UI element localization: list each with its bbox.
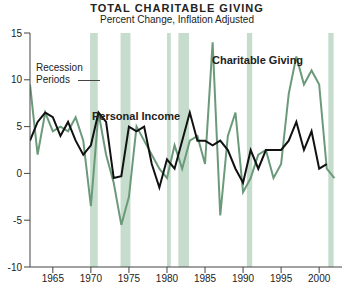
html-text:Charitable Giving: Charitable Giving xyxy=(212,54,304,66)
html-text:Recession Periods: Recession Periods xyxy=(36,62,83,85)
svg-text:0: 0 xyxy=(16,168,22,179)
html-text:TOTAL CHARITABLE GIVING: TOTAL CHARITABLE GIVING xyxy=(90,2,264,14)
svg-text:1965: 1965 xyxy=(42,273,65,284)
html-text:Personal Income: Personal Income xyxy=(92,110,180,122)
svg-text:5: 5 xyxy=(16,121,22,132)
svg-text:-5: -5 xyxy=(13,215,22,226)
svg-text:1980: 1980 xyxy=(156,273,179,284)
svg-text:1995: 1995 xyxy=(270,273,293,284)
svg-text:2000: 2000 xyxy=(308,273,331,284)
svg-text:15: 15 xyxy=(11,28,23,39)
svg-text:1985: 1985 xyxy=(194,273,217,284)
svg-text:10: 10 xyxy=(11,74,23,85)
html-text:Percent Change, Inflation Adju: Percent Change, Inflation Adjusted xyxy=(100,14,254,25)
svg-text:-10: -10 xyxy=(8,262,22,273)
svg-text:1990: 1990 xyxy=(232,273,255,284)
svg-text:1970: 1970 xyxy=(80,273,103,284)
svg-text:1975: 1975 xyxy=(118,273,141,284)
